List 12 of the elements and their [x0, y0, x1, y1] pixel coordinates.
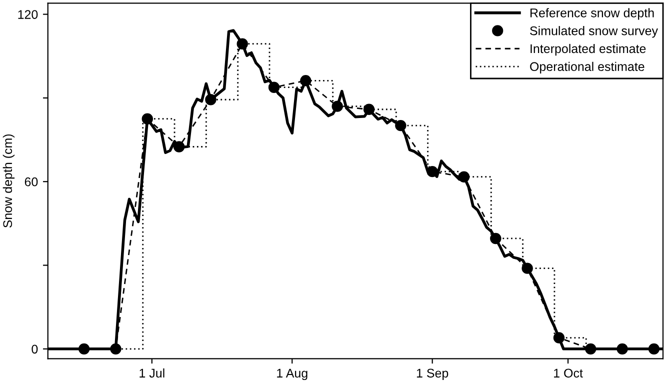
x-tick-label: 1 Jul: [140, 368, 164, 378]
x-tick-label: 1 Aug: [277, 368, 308, 380]
legend-label: Operational estimate: [530, 62, 644, 74]
y-tick-label: 60: [24, 177, 38, 186]
y-tick-label: 0: [32, 344, 38, 354]
legend-label: Reference snow depth: [530, 8, 654, 20]
y-tick-label: 120: [18, 10, 38, 19]
x-tick-label: 1 Oct: [554, 368, 583, 378]
legend-label: Simulated snow survey: [530, 26, 658, 38]
x-tick-label: 1 Sep: [416, 368, 448, 380]
legend-label: Interpolated estimate: [530, 44, 646, 56]
y-axis-title: Snow depth (cm): [2, 134, 15, 228]
